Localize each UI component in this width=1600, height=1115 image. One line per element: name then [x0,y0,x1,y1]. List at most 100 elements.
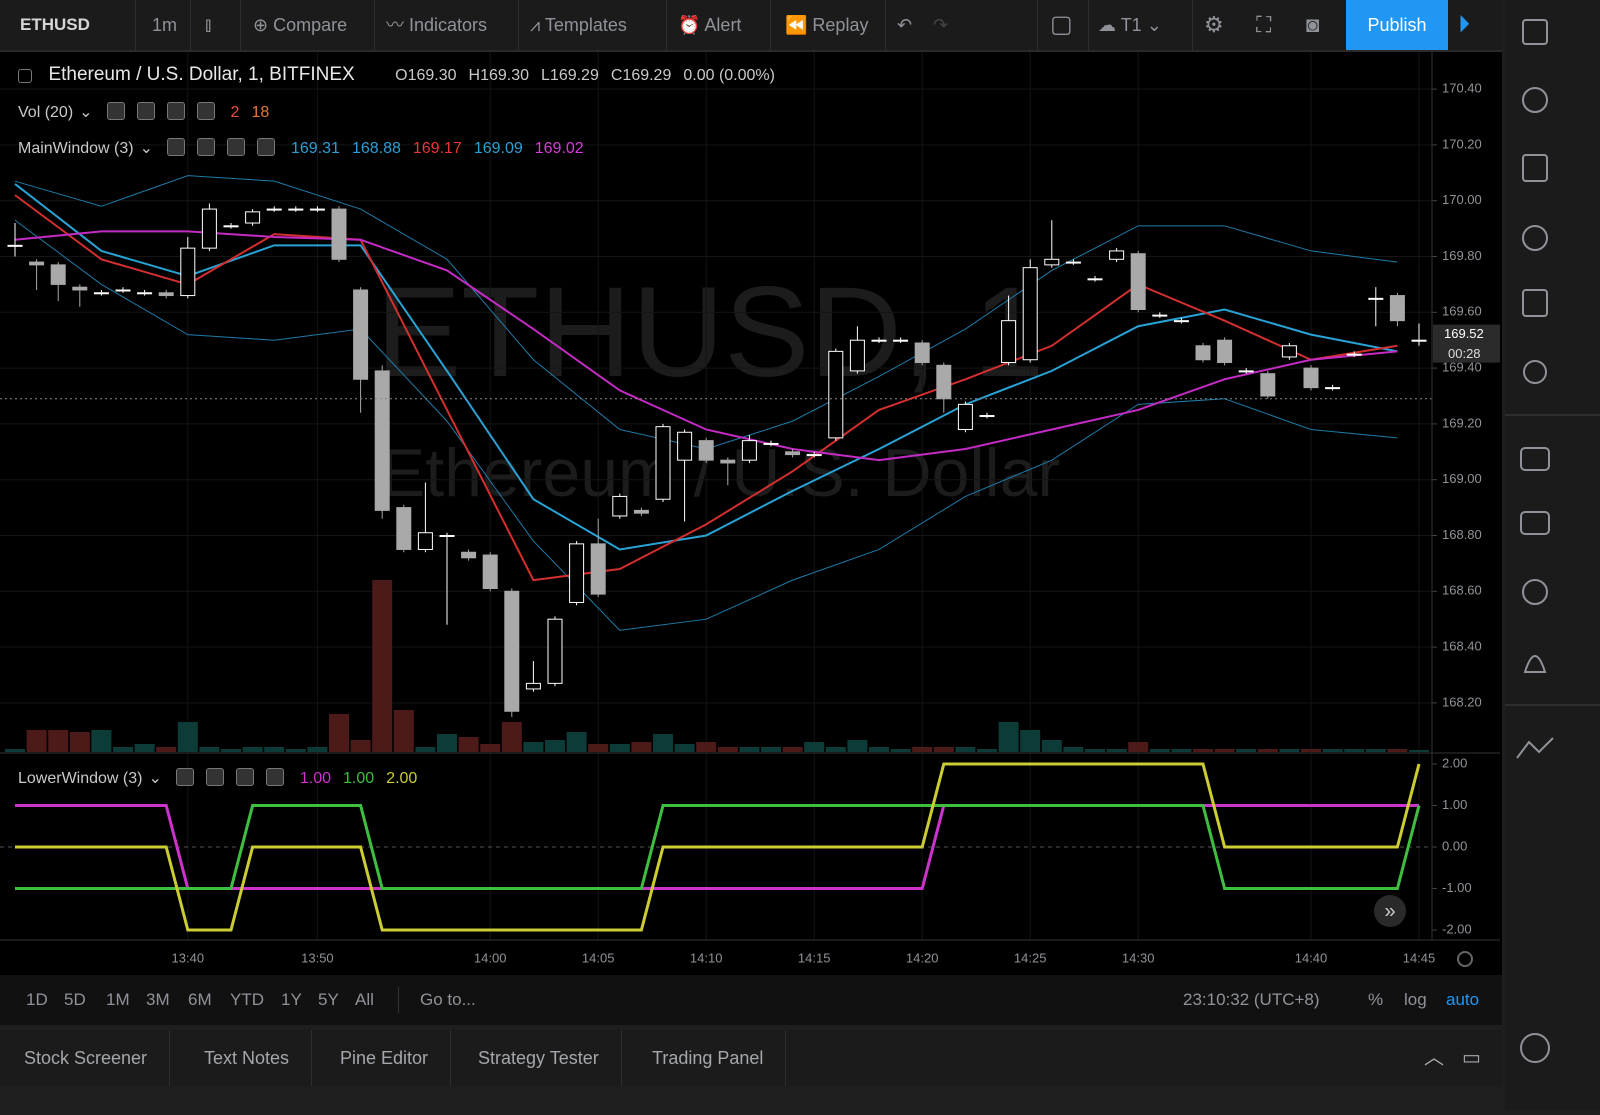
notifications-icon[interactable] [1523,655,1547,673]
study-control[interactable] [196,102,215,120]
help-icon[interactable] [1520,1033,1550,1063]
range-button[interactable]: YTD [230,990,264,1009]
tab[interactable]: Strategy Tester [456,1030,622,1086]
range-button[interactable]: 1M [106,990,130,1009]
study-control[interactable] [265,768,284,786]
messages-icon[interactable] [1520,511,1550,535]
calendar-icon[interactable] [1522,289,1548,317]
quote-value: H169.30 [468,67,530,84]
volume-bar [588,744,609,752]
volume-bar [739,747,760,752]
label: Indicators [409,15,488,35]
play-button[interactable]: ⏵ [1458,11,1470,38]
indicators-button[interactable]: 〰 Indicators [386,15,488,35]
data-window-icon[interactable] [1522,154,1548,182]
candle-body [590,543,606,595]
range-button[interactable]: 1Y [281,990,302,1009]
study-control[interactable] [166,102,185,120]
study-value: 18 [251,104,270,121]
tab[interactable]: Trading Panel [630,1030,787,1086]
study-control[interactable] [175,768,194,786]
study-control[interactable] [235,768,254,786]
study-name[interactable]: LowerWindow (3) [18,770,143,787]
separator [398,987,399,1013]
chats-icon[interactable] [1520,447,1550,471]
publish-button[interactable]: Publish [1346,0,1448,50]
volume-bar [825,747,846,752]
study-control[interactable] [167,138,185,156]
range-button[interactable]: 5Y [318,990,339,1009]
x-tick-label: 13:40 [172,950,205,965]
study-control[interactable] [257,138,275,156]
candle-body [158,292,174,297]
cloud-button[interactable]: ☁ T1 ⌄ [1098,15,1162,35]
alerts-icon[interactable] [1522,87,1548,113]
study-legend: LowerWindow (3) ⌄ 1.00 1.00 2.00 [18,768,429,788]
settings-icon[interactable] [1457,951,1473,967]
streams-icon[interactable] [1522,579,1548,605]
maximize-panel[interactable]: ▭ [1462,1047,1481,1069]
percent-toggle[interactable]: % [1368,990,1384,1009]
settings-button[interactable]: ⚙ [1204,12,1224,37]
study-name[interactable]: Vol (20) [18,104,74,121]
goto-button[interactable]: Go to... [420,990,476,1009]
auto-toggle[interactable]: auto [1446,990,1480,1009]
tab[interactable]: Stock Screener [2,1030,171,1086]
range-button[interactable]: All [355,990,374,1009]
range-button[interactable]: 6M [188,990,212,1009]
study-control[interactable] [106,102,125,120]
undo[interactable]: ↶ [897,15,913,35]
fullscreen-button[interactable]: ⛶ [1256,12,1272,37]
volume-bar [869,747,889,752]
range-button[interactable]: 5D [64,990,86,1009]
collapse-icon[interactable] [18,69,32,83]
candle-body [331,208,347,260]
tab[interactable]: Pine Editor [318,1030,452,1086]
volume-bar [1214,749,1235,752]
trading-icon[interactable] [1516,737,1554,759]
watchlist-icon[interactable] [1522,19,1548,45]
bottom-bar: Go to... 23:10:32 (UTC+8) % log auto 1D 5… [0,975,1502,1025]
study-control[interactable] [205,768,224,786]
templates-button[interactable]: ⩘ Templates [530,15,627,35]
volume-bar [1171,749,1192,752]
interval[interactable]: 1m [152,15,178,35]
symbol-title[interactable]: Ethereum / U.S. Dollar, 1, BITFINEX [48,64,355,85]
volume-bar [415,747,436,752]
study-legend: MainWindow (3) ⌄ 169.31 168.88 169.17 169.09 1… [18,138,596,158]
volume-bar [48,730,69,752]
volume-bar [1236,749,1257,752]
replay-button[interactable]: ⏪ Replay [785,15,869,35]
log-toggle[interactable]: log [1404,990,1427,1009]
collapse-panel[interactable]: ︿ [1424,1047,1444,1069]
y-tick-label: 169.80 [1442,248,1482,263]
redo[interactable]: ↷ [933,15,949,35]
chart-type-icon[interactable]: ⫾ [205,14,212,36]
study-menu: ⌄ [79,104,93,121]
y-tick-label: 169.00 [1442,471,1482,486]
ideas-icon[interactable] [1523,360,1547,384]
candle-body [72,286,88,291]
range-button[interactable]: 3M [146,990,170,1009]
candle-body [1022,267,1038,361]
compare-button[interactable]: ⊕ Compare [253,15,348,35]
volume-bar [847,740,868,752]
study-control[interactable] [136,102,155,120]
alert-button[interactable]: ⏰ Alert [678,15,742,35]
snapshot-button[interactable]: ◙ [1306,12,1320,37]
study-name[interactable]: MainWindow (3) [18,140,134,157]
volume-bar [26,730,47,752]
candle-body [1044,258,1060,266]
tab[interactable]: Text Notes [182,1030,313,1086]
symbol[interactable]: ETHUSD [20,15,90,34]
separator [1037,0,1038,50]
range-button[interactable]: 1D [26,990,48,1009]
study-control[interactable] [227,138,245,156]
study-control[interactable] [197,138,215,156]
volume-bar [545,740,565,752]
scroll-button[interactable] [1374,895,1406,927]
separator [135,0,136,50]
layout-button[interactable]: ▢ [1050,11,1073,38]
hotlist-icon[interactable] [1522,225,1548,251]
study-value: 169.02 [534,140,584,157]
